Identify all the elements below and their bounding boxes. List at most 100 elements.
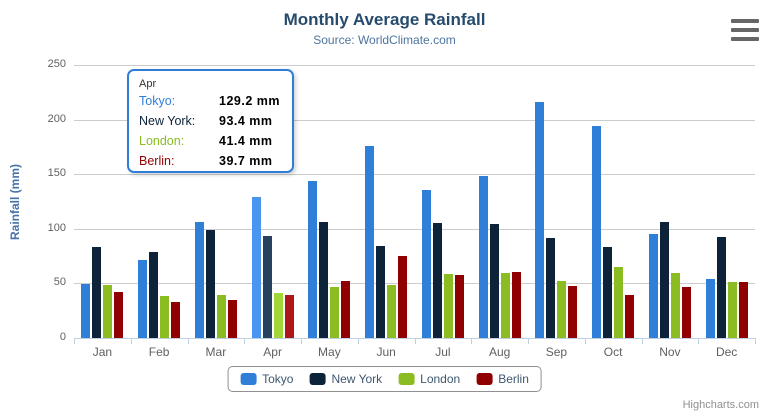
bar-tokyo-apr[interactable]: [251, 197, 261, 338]
bar-new-york-apr[interactable]: [262, 236, 272, 338]
x-axis-tick: [74, 338, 75, 344]
tooltip-row: New York: 93.4 mm: [139, 114, 282, 134]
bar-group-apr: [244, 65, 301, 338]
x-axis-tick: [244, 338, 246, 344]
legend-label: New York: [331, 372, 383, 386]
x-axis-tick: [584, 338, 586, 344]
bar-berlin-feb[interactable]: [171, 302, 181, 338]
x-axis-label: Oct: [603, 345, 623, 359]
x-axis-label: May: [318, 345, 341, 359]
x-axis-label: Aug: [488, 345, 511, 359]
legend-item-london[interactable]: London: [398, 372, 460, 386]
bar-group-sep: [528, 65, 585, 338]
bar-berlin-sep[interactable]: [568, 286, 578, 338]
bar-london-jun[interactable]: [387, 285, 397, 338]
tooltip-series-value: 129.2 mm: [219, 94, 280, 108]
legend-item-new-york[interactable]: New York: [309, 372, 382, 386]
bar-berlin-jun[interactable]: [398, 256, 408, 338]
bar-london-jul[interactable]: [443, 274, 453, 338]
gridline: [74, 65, 755, 66]
x-axis-label: Jun: [376, 345, 396, 359]
bar-new-york-mar[interactable]: [205, 230, 215, 338]
bar-group-mar: [188, 65, 245, 338]
y-axis-label: 200: [47, 112, 66, 125]
bar-berlin-dec[interactable]: [738, 282, 748, 338]
bar-london-feb[interactable]: [160, 296, 170, 338]
gridline: [74, 228, 755, 230]
hamburger-icon: [731, 19, 759, 23]
bar-new-york-may[interactable]: [319, 222, 329, 338]
bar-tokyo-jan[interactable]: [81, 284, 91, 338]
bar-london-nov[interactable]: [670, 273, 680, 338]
gridline: [74, 283, 755, 285]
legend: Tokyo New York London Berlin: [227, 366, 542, 392]
bar-new-york-jun[interactable]: [376, 246, 386, 338]
bar-new-york-feb[interactable]: [149, 252, 159, 338]
bar-new-york-nov[interactable]: [659, 222, 669, 338]
bar-group-feb: [131, 65, 188, 338]
x-axis-label: Dec: [715, 345, 738, 359]
bar-london-oct[interactable]: [614, 267, 624, 338]
bar-london-jan[interactable]: [103, 285, 113, 338]
legend-item-tokyo[interactable]: Tokyo: [240, 372, 293, 386]
bar-london-dec[interactable]: [727, 282, 737, 338]
bar-new-york-jan[interactable]: [92, 247, 102, 338]
x-axis-tick: [187, 338, 189, 344]
bar-new-york-jul[interactable]: [432, 223, 442, 338]
bar-berlin-may[interactable]: [341, 281, 351, 338]
tooltip-series-label: Tokyo:: [139, 94, 176, 108]
bar-new-york-aug[interactable]: [489, 224, 499, 338]
x-axis-label: Jan: [92, 345, 113, 359]
tooltip: Apr Tokyo: 129.2 mm New York: 93.4 mm London…: [127, 69, 294, 173]
bar-london-aug[interactable]: [500, 273, 510, 338]
bar-tokyo-jun[interactable]: [365, 146, 375, 338]
bar-london-mar[interactable]: [216, 295, 226, 338]
bar-tokyo-oct[interactable]: [592, 126, 602, 338]
legend-item-berlin[interactable]: Berlin: [476, 372, 529, 386]
x-axis-tick: [641, 338, 643, 344]
bar-tokyo-mar[interactable]: [194, 222, 204, 338]
bar-new-york-oct[interactable]: [603, 247, 613, 338]
bar-tokyo-may[interactable]: [308, 181, 318, 338]
bar-berlin-aug[interactable]: [511, 272, 521, 338]
y-axis-label: 100: [47, 221, 66, 234]
bar-berlin-apr[interactable]: [284, 295, 294, 338]
legend-swatch-icon: [398, 373, 415, 385]
y-axis-label: 50: [53, 276, 66, 289]
bar-london-may[interactable]: [330, 287, 340, 338]
chart-subtitle: Source: WorldClimate.com: [313, 33, 456, 47]
x-axis-label: Sep: [545, 345, 568, 359]
bar-berlin-jul[interactable]: [454, 275, 464, 338]
bar-group-dec: [698, 65, 755, 338]
bar-new-york-dec[interactable]: [716, 237, 726, 338]
tooltip-row: London: 41.4 mm: [139, 134, 282, 154]
bar-tokyo-nov[interactable]: [648, 234, 658, 338]
credits-link[interactable]: Highcharts.com: [682, 399, 759, 411]
bar-tokyo-feb[interactable]: [138, 260, 148, 338]
bar-berlin-jan[interactable]: [114, 292, 124, 338]
tooltip-series-label: Berlin:: [139, 154, 175, 168]
tooltip-series-label: London:: [139, 134, 185, 148]
bar-group-aug: [471, 65, 528, 338]
bar-new-york-sep[interactable]: [546, 238, 556, 338]
legend-label: Tokyo: [262, 372, 294, 386]
bar-berlin-nov[interactable]: [681, 287, 691, 338]
bar-tokyo-aug[interactable]: [478, 176, 488, 338]
x-axis-tick: [130, 338, 132, 344]
x-axis-label: Nov: [659, 345, 681, 359]
bar-london-apr[interactable]: [273, 293, 283, 338]
x-axis-tick: [698, 338, 700, 344]
legend-swatch-icon: [476, 373, 493, 385]
bar-tokyo-sep[interactable]: [535, 102, 545, 338]
bar-tokyo-dec[interactable]: [705, 279, 715, 338]
bar-berlin-mar[interactable]: [227, 300, 237, 338]
x-axis-tick: [755, 338, 756, 344]
export-menu-button[interactable]: [730, 17, 760, 43]
bar-berlin-oct[interactable]: [625, 295, 635, 338]
tooltip-series-label: New York:: [139, 114, 196, 128]
bar-group-jan: [74, 65, 131, 338]
bar-london-sep[interactable]: [557, 281, 567, 338]
bar-tokyo-jul[interactable]: [421, 190, 431, 338]
